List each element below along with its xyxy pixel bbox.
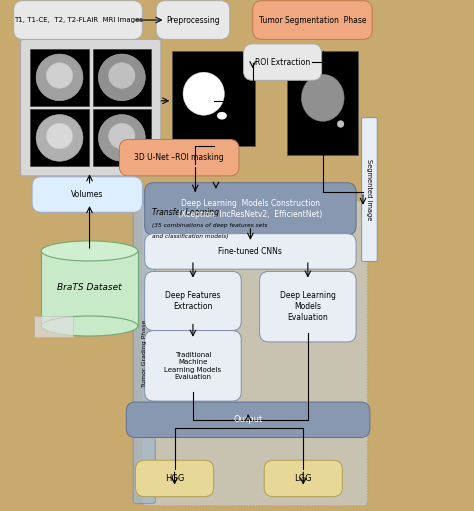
Text: LGG: LGG	[294, 474, 312, 483]
Text: T1, T1-CE,  T2, T2-FLAIR  MRI Images: T1, T1-CE, T2, T2-FLAIR MRI Images	[14, 17, 143, 23]
FancyBboxPatch shape	[156, 1, 230, 39]
Ellipse shape	[183, 72, 224, 115]
Text: Segmented Image: Segmented Image	[366, 159, 373, 220]
FancyBboxPatch shape	[30, 109, 89, 166]
FancyBboxPatch shape	[145, 271, 241, 331]
FancyBboxPatch shape	[119, 140, 239, 176]
Text: BraTS Dataset: BraTS Dataset	[57, 283, 122, 292]
FancyBboxPatch shape	[14, 1, 142, 39]
Ellipse shape	[109, 63, 135, 88]
Ellipse shape	[36, 54, 83, 101]
Ellipse shape	[217, 112, 227, 120]
FancyBboxPatch shape	[35, 316, 73, 337]
Ellipse shape	[99, 54, 145, 101]
Ellipse shape	[36, 114, 83, 161]
FancyBboxPatch shape	[244, 44, 322, 80]
Text: (35 combinations of deep features sets: (35 combinations of deep features sets	[152, 223, 267, 228]
FancyBboxPatch shape	[145, 234, 356, 269]
FancyBboxPatch shape	[145, 331, 241, 401]
FancyBboxPatch shape	[92, 49, 151, 106]
FancyBboxPatch shape	[172, 51, 255, 146]
FancyBboxPatch shape	[145, 183, 356, 235]
FancyBboxPatch shape	[32, 177, 142, 212]
Text: Deep Features
Extraction: Deep Features Extraction	[165, 291, 221, 311]
Text: 3D U-Net –ROI masking: 3D U-Net –ROI masking	[134, 153, 224, 162]
Ellipse shape	[46, 63, 73, 88]
FancyBboxPatch shape	[260, 271, 356, 342]
FancyBboxPatch shape	[92, 109, 151, 166]
Text: Fine-tuned CNNs: Fine-tuned CNNs	[219, 247, 283, 256]
FancyBboxPatch shape	[287, 51, 358, 155]
Text: Deep Learning
Models
Evaluation: Deep Learning Models Evaluation	[280, 291, 336, 322]
Ellipse shape	[99, 114, 145, 161]
Text: Tumor Grading Phase: Tumor Grading Phase	[142, 320, 147, 387]
Ellipse shape	[109, 123, 135, 149]
FancyBboxPatch shape	[142, 201, 368, 506]
Ellipse shape	[301, 74, 344, 122]
FancyBboxPatch shape	[362, 118, 377, 262]
FancyBboxPatch shape	[30, 49, 89, 106]
FancyBboxPatch shape	[136, 460, 214, 497]
Text: Volumes: Volumes	[71, 190, 103, 199]
Text: Traditional
Machine
Learning Models
Evaluation: Traditional Machine Learning Models Eval…	[164, 352, 221, 380]
Ellipse shape	[41, 316, 138, 336]
Ellipse shape	[46, 123, 73, 149]
Text: Output: Output	[234, 415, 263, 424]
FancyBboxPatch shape	[133, 203, 155, 503]
Text: Deep Learning  Models Construction
(Xception, IncResNetv2,  EfficientNet): Deep Learning Models Construction (Xcept…	[178, 199, 322, 219]
FancyBboxPatch shape	[264, 460, 342, 497]
Text: Tumor Segmentation  Phase: Tumor Segmentation Phase	[259, 15, 366, 25]
FancyBboxPatch shape	[126, 402, 370, 437]
Text: HGG: HGG	[165, 474, 184, 483]
FancyBboxPatch shape	[41, 251, 138, 326]
Text: Preprocessing: Preprocessing	[166, 15, 220, 25]
FancyBboxPatch shape	[253, 1, 372, 39]
FancyBboxPatch shape	[20, 39, 161, 176]
Text: ROI Extraction: ROI Extraction	[255, 58, 310, 66]
Text: Transfer Learning: Transfer Learning	[152, 208, 219, 217]
Ellipse shape	[337, 120, 344, 128]
Text: and classification models): and classification models)	[152, 234, 228, 239]
Ellipse shape	[41, 241, 138, 261]
